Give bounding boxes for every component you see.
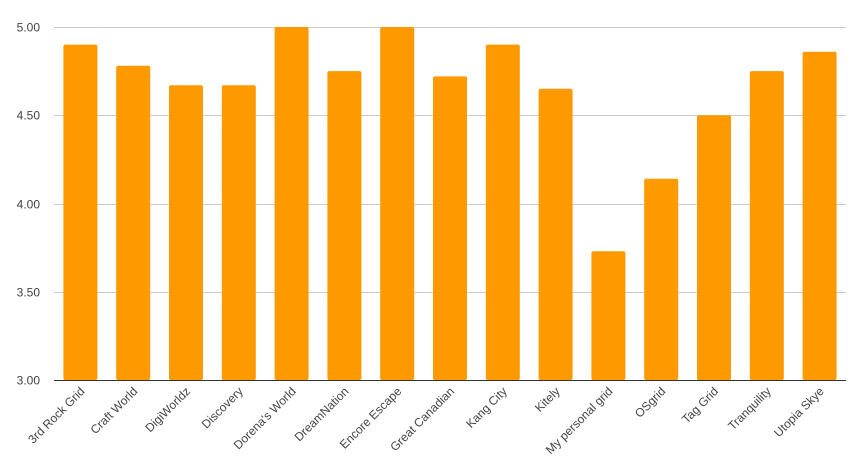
x-category-label: Discovery [199,384,246,431]
bar [802,51,837,380]
bar [63,44,98,380]
bar [485,44,520,380]
bar [591,251,626,380]
bar [697,115,731,381]
x-category-label: Tranquility [725,384,774,433]
y-tick-label: 3.00 [17,374,41,388]
x-category-label: Kitely [532,384,563,415]
y-tick-label: 3.50 [17,286,41,300]
x-category-label: DigiWorldz [142,384,193,435]
bar [327,71,362,380]
bar [433,76,467,381]
x-category-label: Craft World [88,384,141,437]
bar [538,88,573,381]
bar [169,85,203,380]
x-category-label: Tag Grid [679,384,721,426]
y-tick-label: 4.50 [17,109,41,123]
bar [644,178,679,380]
x-category-label: Utopia Skye [771,384,827,440]
x-category-label: OSgrid [632,384,668,420]
x-category-label: Kang City [463,384,510,431]
x-axis-labels: 3rd Rock Grid Craft World DigiWorldz Discov… [25,384,827,457]
bar [749,71,784,380]
bar [116,65,151,381]
bars [63,27,837,381]
bar [221,85,256,380]
bar [380,27,415,380]
bar [274,27,309,380]
y-tick-label: 4.00 [17,198,41,212]
y-axis-ticks: 3.00 3.50 4.00 4.50 5.00 [17,21,41,388]
y-tick-label: 5.00 [17,21,41,35]
x-category-label: 3rd Rock Grid [25,384,87,446]
